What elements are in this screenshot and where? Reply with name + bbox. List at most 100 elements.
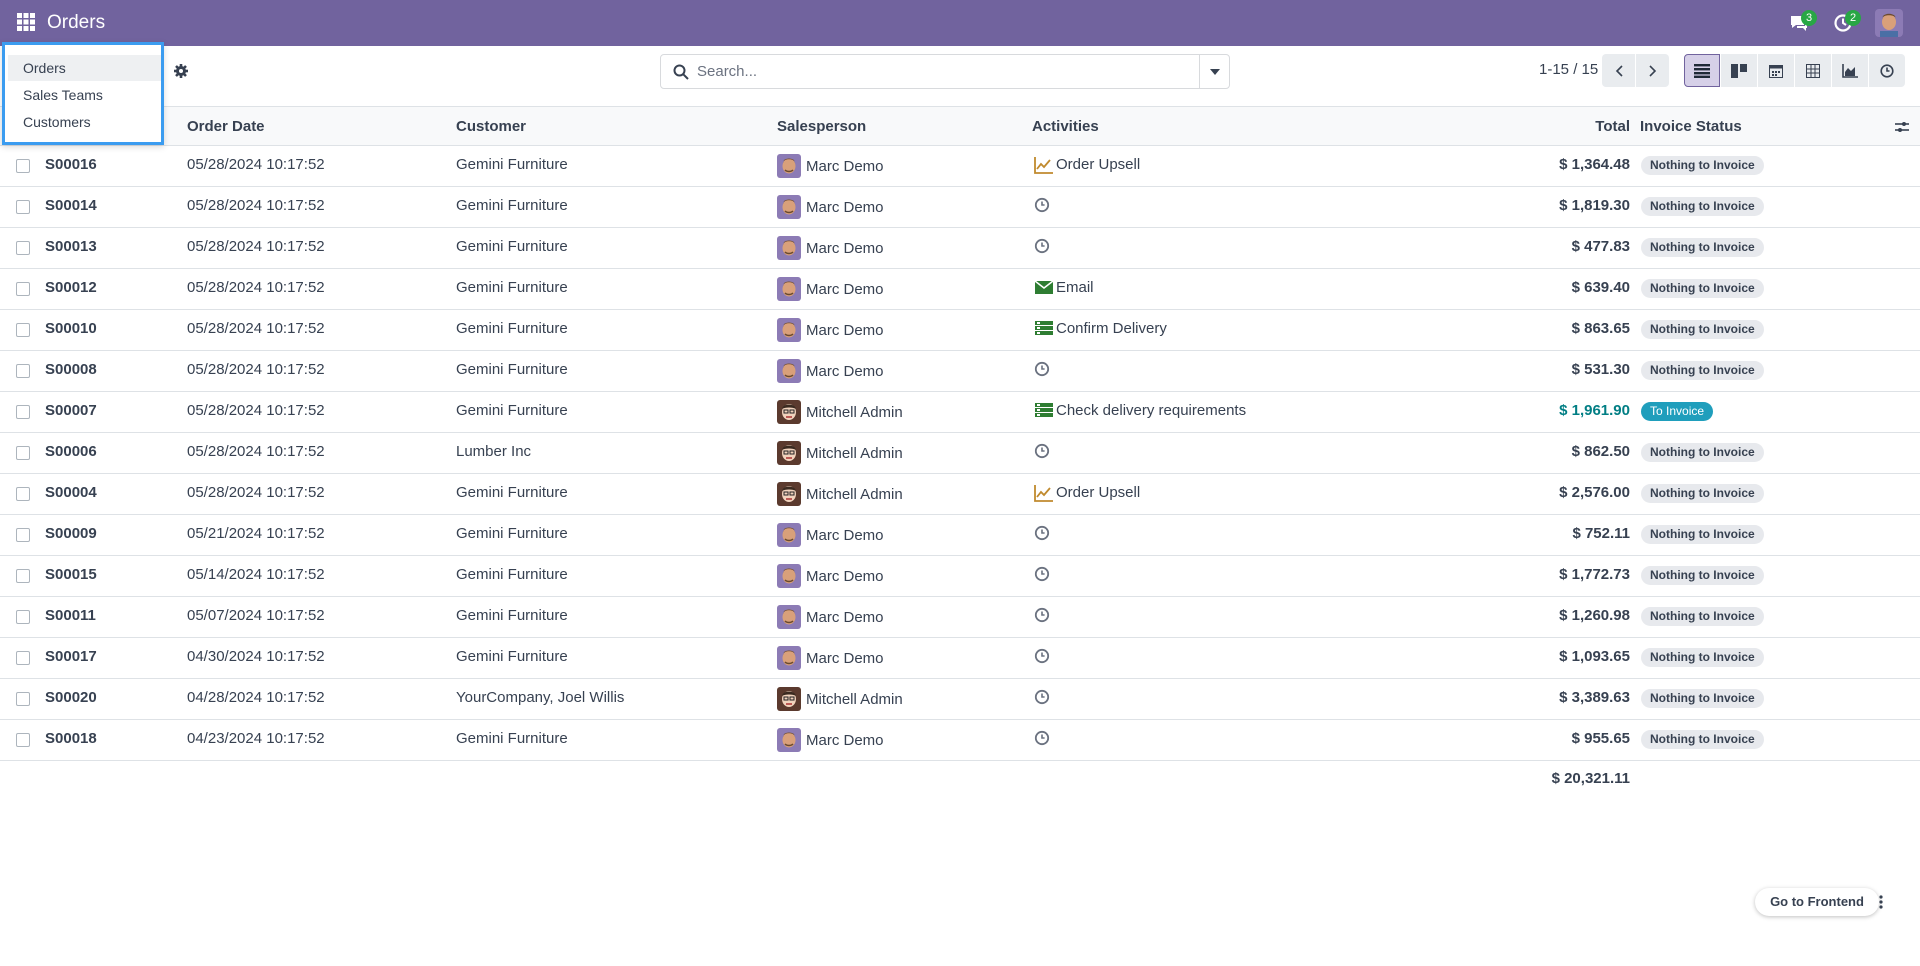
activity-summary[interactable]: Check delivery requirements (1056, 402, 1247, 419)
row-checkbox[interactable] (16, 487, 30, 501)
table-row[interactable]: S00018 04/23/2024 10:17:52 Gemini Furnitur… (0, 720, 1920, 761)
row-checkbox[interactable] (16, 528, 30, 542)
column-header-total[interactable]: Total (1595, 118, 1630, 135)
calendar-view-button[interactable] (1758, 54, 1794, 87)
kanban-view-button[interactable] (1721, 54, 1757, 87)
search-options-toggle[interactable] (1199, 55, 1229, 88)
clock-icon[interactable] (1034, 238, 1054, 258)
invoice-status-badge: Nothing to Invoice (1641, 279, 1764, 298)
salesperson-name: Mitchell Admin (806, 404, 903, 421)
menu-item-orders[interactable]: Orders (8, 55, 161, 81)
salesperson-name: Marc Demo (806, 568, 884, 585)
salesperson-avatar (777, 523, 801, 547)
todo-icon[interactable] (1034, 402, 1054, 422)
app-title[interactable]: Orders (47, 12, 106, 33)
more-options-button[interactable] (1868, 888, 1894, 916)
order-reference: S00020 (45, 689, 97, 706)
column-header-activities[interactable]: Activities (1032, 118, 1099, 135)
table-row[interactable]: S00008 05/28/2024 10:17:52 Gemini Furnitur… (0, 351, 1920, 392)
row-checkbox[interactable] (16, 159, 30, 173)
table-row[interactable]: S00004 05/28/2024 10:17:52 Gemini Furnitur… (0, 474, 1920, 515)
row-checkbox[interactable] (16, 569, 30, 583)
table-row[interactable]: S00009 05/21/2024 10:17:52 Gemini Furnitur… (0, 515, 1920, 556)
search-bar (660, 54, 1230, 89)
upsell-icon[interactable] (1034, 156, 1054, 176)
column-header-salesperson[interactable]: Salesperson (777, 118, 867, 135)
activity-view-button[interactable] (1869, 54, 1905, 87)
table-row[interactable]: S00006 05/28/2024 10:17:52 Lumber Inc Mitch… (0, 433, 1920, 474)
list-view-button[interactable] (1684, 54, 1720, 87)
row-checkbox[interactable] (16, 733, 30, 747)
table-row[interactable]: S00015 05/14/2024 10:17:52 Gemini Furnitur… (0, 556, 1920, 597)
messages-count-badge: 3 (1801, 10, 1817, 26)
chevron-right-icon (1648, 64, 1656, 77)
row-checkbox[interactable] (16, 241, 30, 255)
order-date: 05/28/2024 10:17:52 (187, 279, 325, 296)
table-row[interactable]: S00007 05/28/2024 10:17:52 Gemini Furnitur… (0, 392, 1920, 433)
row-checkbox[interactable] (16, 651, 30, 665)
clock-icon[interactable] (1034, 607, 1054, 627)
invoice-status-badge: Nothing to Invoice (1641, 730, 1764, 749)
invoice-status-badge: Nothing to Invoice (1641, 238, 1764, 257)
column-header-customer[interactable]: Customer (456, 118, 527, 135)
salesperson-avatar (777, 195, 801, 219)
todo-icon[interactable] (1034, 320, 1054, 340)
table-row[interactable]: S00020 04/28/2024 10:17:52 YourCompany, Jo… (0, 679, 1920, 720)
messages-icon[interactable] (1789, 13, 1809, 33)
activity-summary[interactable]: Order Upsell (1056, 484, 1141, 501)
optional-columns-icon[interactable] (1895, 120, 1909, 134)
clock-icon[interactable] (1034, 443, 1054, 463)
row-checkbox[interactable] (16, 610, 30, 624)
order-date: 05/28/2024 10:17:52 (187, 484, 325, 501)
activity-summary[interactable]: Order Upsell (1056, 156, 1141, 173)
order-total: $ 1,819.30 (1559, 197, 1630, 214)
clock-icon[interactable] (1034, 197, 1054, 217)
column-header-order-date[interactable]: Order Date (187, 118, 265, 135)
row-checkbox[interactable] (16, 364, 30, 378)
salesperson-avatar (777, 441, 801, 465)
menu-item-sales-teams[interactable]: Sales Teams (23, 87, 103, 103)
email-icon[interactable] (1034, 279, 1054, 299)
column-header-invoice-status[interactable]: Invoice Status (1640, 118, 1742, 135)
clock-icon[interactable] (1034, 525, 1054, 545)
go-to-frontend-button[interactable]: Go to Frontend (1755, 888, 1879, 916)
order-date: 04/28/2024 10:17:52 (187, 689, 325, 706)
pager-next-button[interactable] (1636, 54, 1669, 87)
table-row[interactable]: S00012 05/28/2024 10:17:52 Gemini Furnitur… (0, 269, 1920, 310)
activity-summary[interactable]: Email (1056, 279, 1094, 296)
clock-icon[interactable] (1034, 361, 1054, 381)
table-row[interactable]: S00011 05/07/2024 10:17:52 Gemini Furnitur… (0, 597, 1920, 638)
pager-previous-button[interactable] (1602, 54, 1635, 87)
gear-icon[interactable] (173, 63, 189, 79)
apps-grid-icon[interactable] (17, 13, 35, 31)
search-input[interactable] (697, 55, 1187, 88)
clock-icon[interactable] (1034, 566, 1054, 586)
table-row[interactable]: S00014 05/28/2024 10:17:52 Gemini Furnitur… (0, 187, 1920, 228)
row-checkbox[interactable] (16, 282, 30, 296)
table-row[interactable]: S00017 04/30/2024 10:17:52 Gemini Furnitur… (0, 638, 1920, 679)
order-reference: S00004 (45, 484, 97, 501)
clock-icon[interactable] (1034, 730, 1054, 750)
clock-icon[interactable] (1034, 648, 1054, 668)
pager-value[interactable]: 1-15 / 15 (1539, 61, 1599, 78)
upsell-icon[interactable] (1034, 484, 1054, 504)
table-row[interactable]: S00013 05/28/2024 10:17:52 Gemini Furnitur… (0, 228, 1920, 269)
menu-item-customers[interactable]: Customers (23, 114, 91, 130)
order-total: $ 863.65 (1571, 320, 1630, 337)
order-total: $ 955.65 (1571, 730, 1630, 747)
row-checkbox[interactable] (16, 405, 30, 419)
table-row[interactable]: S00010 05/28/2024 10:17:52 Gemini Furnitur… (0, 310, 1920, 351)
pivot-view-button[interactable] (1795, 54, 1831, 87)
row-checkbox[interactable] (16, 323, 30, 337)
order-reference: S00008 (45, 361, 97, 378)
customer-name: Gemini Furniture (456, 525, 568, 542)
top-navbar: Orders 3 2 (0, 0, 1920, 46)
table-row[interactable]: S00016 05/28/2024 10:17:52 Gemini Furnitur… (0, 146, 1920, 187)
clock-icon[interactable] (1034, 689, 1054, 709)
row-checkbox[interactable] (16, 446, 30, 460)
graph-view-button[interactable] (1832, 54, 1868, 87)
activity-summary[interactable]: Confirm Delivery (1056, 320, 1167, 337)
row-checkbox[interactable] (16, 200, 30, 214)
user-avatar[interactable] (1875, 9, 1903, 37)
row-checkbox[interactable] (16, 692, 30, 706)
